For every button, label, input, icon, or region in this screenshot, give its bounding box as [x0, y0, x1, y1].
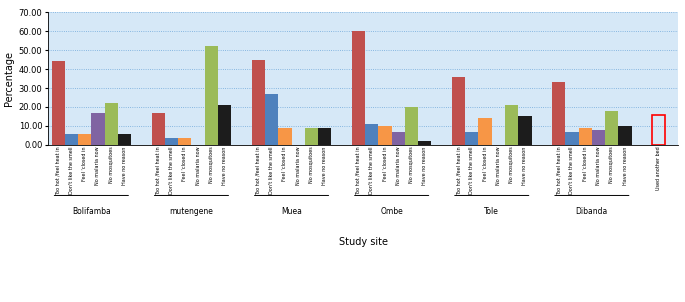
Text: Muea: Muea — [281, 207, 302, 217]
Y-axis label: Percentage: Percentage — [5, 51, 14, 106]
Bar — [318, 128, 332, 145]
Bar — [579, 128, 592, 145]
Bar — [592, 130, 605, 145]
Bar — [405, 107, 419, 145]
Bar — [419, 141, 432, 145]
Bar — [105, 103, 118, 145]
Bar — [505, 105, 519, 145]
Bar — [305, 128, 318, 145]
Bar — [91, 113, 105, 145]
Bar — [218, 105, 232, 145]
Text: Ombe: Ombe — [380, 207, 403, 217]
Bar — [552, 82, 565, 145]
Bar — [118, 133, 132, 145]
Bar — [265, 94, 278, 145]
Text: mutengene: mutengene — [169, 207, 214, 217]
Bar — [278, 128, 292, 145]
Bar — [251, 59, 265, 145]
Bar — [565, 132, 579, 145]
Bar — [65, 133, 78, 145]
Bar — [151, 113, 165, 145]
Bar — [519, 117, 532, 145]
Bar — [51, 61, 65, 145]
Bar — [652, 114, 665, 145]
Bar — [78, 133, 91, 145]
Text: Tole: Tole — [484, 207, 499, 217]
Bar — [619, 126, 632, 145]
Text: Dibanda: Dibanda — [575, 207, 608, 217]
Bar — [205, 46, 218, 145]
Bar — [352, 31, 365, 145]
Bar — [365, 124, 378, 145]
Bar — [392, 132, 405, 145]
Bar — [605, 111, 619, 145]
Text: Bolifamba: Bolifamba — [72, 207, 111, 217]
X-axis label: Study site: Study site — [338, 237, 388, 247]
Bar — [178, 138, 191, 145]
Bar — [378, 126, 392, 145]
Bar — [165, 138, 178, 145]
Bar — [465, 132, 478, 145]
Bar — [478, 118, 492, 145]
Bar — [452, 77, 465, 145]
